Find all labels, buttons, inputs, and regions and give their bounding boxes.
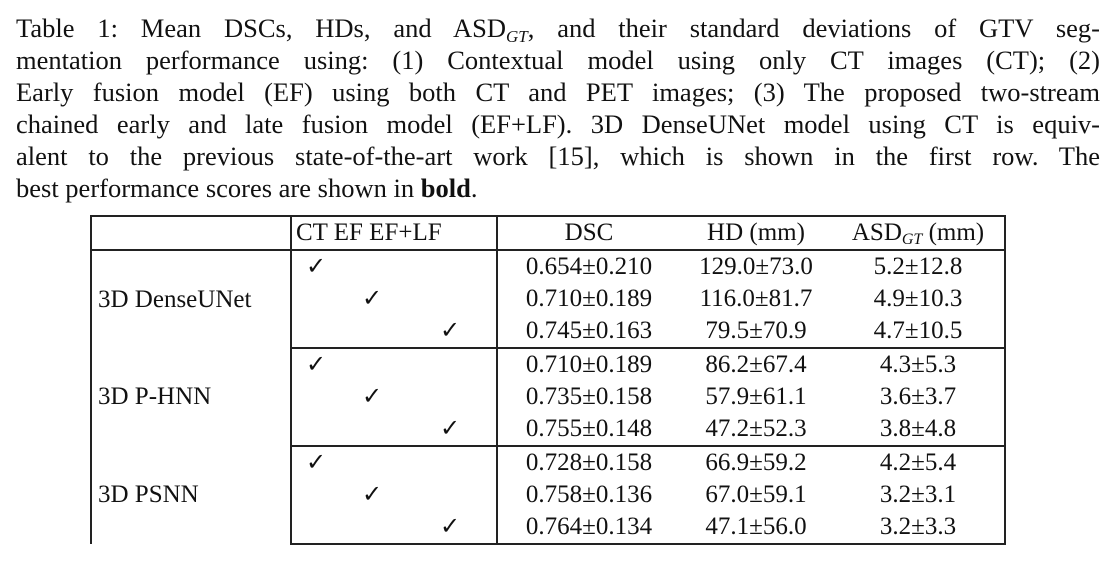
checkmark-icon: ✓ xyxy=(362,384,383,410)
table-row: ✓ 0.745±0.163 79.5±70.9 4.7±10.5 xyxy=(91,315,1006,349)
dsc-cell: 0.735±0.158 xyxy=(525,383,653,410)
checkmark-icon: ✓ xyxy=(362,482,383,508)
asd-cell: 4.3±5.3 xyxy=(832,348,1006,381)
table-row: ✓ 0.764±0.134 47.1±56.0 3.2±3.3 xyxy=(91,511,1006,545)
caption-line-2: mentation performance using: (1) Context… xyxy=(16,45,1100,75)
checkmark-icon: ✓ xyxy=(440,416,461,442)
header-asd: ASDGT (mm) xyxy=(832,215,1006,251)
fusion-cell: ✓ xyxy=(291,511,498,545)
header-dsc: DSC xyxy=(497,215,680,251)
fusion-cell: ✓ xyxy=(291,446,498,479)
dsc-cell: 0.710±0.189 xyxy=(525,285,653,312)
checkmark-icon: ✓ xyxy=(440,318,461,344)
fusion-cell: ✓ xyxy=(291,315,498,349)
asd-cell: 5.2±12.8 xyxy=(832,250,1006,283)
checkmark-icon: ✓ xyxy=(440,514,461,540)
table-caption: Table 1: Mean DSCs, HDs, and ASDGT, and … xyxy=(16,12,1100,204)
table-row: 3D DenseUNet ✓ 0.654±0.210 129.0±73.0 5.2±12… xyxy=(90,250,1006,348)
caption-line-5: alent to the previous state-of-the-art w… xyxy=(16,141,1100,171)
table-row: ✓ 0.758±0.136 67.0±59.1 3.2±3.1 xyxy=(91,479,1006,511)
fusion-cell: ✓ xyxy=(291,250,498,283)
dsc-cell: 0.758±0.136 xyxy=(525,481,653,508)
dsc-cell: 0.654±0.210 xyxy=(525,253,653,280)
hd-cell: 79.5±70.9 xyxy=(680,315,832,349)
table-header-row: CT EF EF+LF DSC HD (mm) ASDGT (mm) xyxy=(90,215,1006,251)
checkmark-icon: ✓ xyxy=(306,450,327,476)
hd-cell: 66.9±59.2 xyxy=(705,449,807,476)
model-name-cell: 3D P-HNN xyxy=(90,348,292,446)
asd-cell: 3.2±3.3 xyxy=(832,511,1006,545)
caption-subscript: GT xyxy=(506,27,528,46)
caption-line-6: best performance scores are shown in bol… xyxy=(16,173,478,203)
caption-line-1: Table 1: Mean DSCs, HDs, and ASDGT, and … xyxy=(16,13,1100,46)
header-model xyxy=(90,215,292,251)
asd-cell: 3.6±3.7 xyxy=(832,381,1006,413)
table-row: 3D PSNN ✓ 0.728±0.158 66.9±59.2 4.2±5.4 xyxy=(90,446,1006,544)
hd-cell: 86.2±67.4 xyxy=(705,351,807,378)
asd-cell: 4.2±5.4 xyxy=(832,446,1006,479)
model-name-cell: 3D DenseUNet xyxy=(90,250,292,348)
hd-cell: 116.0±81.7 xyxy=(699,285,813,312)
dsc-cell: 0.728±0.158 xyxy=(525,449,653,476)
fusion-cell: ✓ xyxy=(291,413,498,447)
dsc-cell: 0.764±0.134 xyxy=(497,511,680,545)
fusion-cell: ✓ xyxy=(291,348,498,381)
hd-cell: 47.2±52.3 xyxy=(680,413,832,447)
checkmark-icon: ✓ xyxy=(362,286,383,312)
table-body: 3D DenseUNet ✓ 0.654±0.210 129.0±73.0 5.2±12… xyxy=(90,250,1006,545)
model-name-cell: 3D PSNN xyxy=(90,446,292,544)
asd-cell: 3.8±4.8 xyxy=(832,413,1006,447)
hd-cell: 67.0±59.1 xyxy=(705,481,807,508)
asd-cell: 4.7±10.5 xyxy=(832,315,1006,349)
caption-line-3: Early fusion model (EF) using both CT an… xyxy=(16,77,1100,107)
results-table: CT EF EF+LF DSC HD (mm) ASDGT (mm) 3D De… xyxy=(90,215,1006,545)
header-hd: HD (mm) xyxy=(680,215,832,251)
hd-cell: 47.1±56.0 xyxy=(680,511,832,545)
asd-cell: 3.2±3.1 xyxy=(832,479,1006,511)
asd-cell: 4.9±10.3 xyxy=(832,283,1006,315)
hd-cell: 57.9±61.1 xyxy=(705,383,807,410)
checkmark-icon: ✓ xyxy=(306,352,327,378)
fusion-cell: ✓ xyxy=(291,381,498,413)
fusion-cell: ✓ xyxy=(291,479,498,511)
dsc-cell: 0.710±0.189 xyxy=(525,351,653,378)
header-fusion: CT EF EF+LF xyxy=(291,215,498,251)
fusion-cell: ✓ xyxy=(291,283,498,315)
caption-line-4: chained early and late fusion model (EF+… xyxy=(16,109,1100,139)
table-row: ✓ 0.710±0.189 116.0±81.7 4.9±10.3 xyxy=(91,283,1006,315)
hd-cell: 129.0±73.0 xyxy=(699,253,813,280)
table-row: 3D P-HNN ✓ 0.710±0.189 86.2±67.4 4.3±5.3 xyxy=(90,348,1006,446)
dsc-cell: 0.745±0.163 xyxy=(497,315,680,349)
caption-bold-word: bold xyxy=(420,173,471,203)
table-row: ✓ 0.755±0.148 47.2±52.3 3.8±4.8 xyxy=(91,413,1006,447)
dsc-cell: 0.755±0.148 xyxy=(497,413,680,447)
table-row: ✓ 0.735±0.158 57.9±61.1 3.6±3.7 xyxy=(91,381,1006,413)
checkmark-icon: ✓ xyxy=(306,254,327,280)
